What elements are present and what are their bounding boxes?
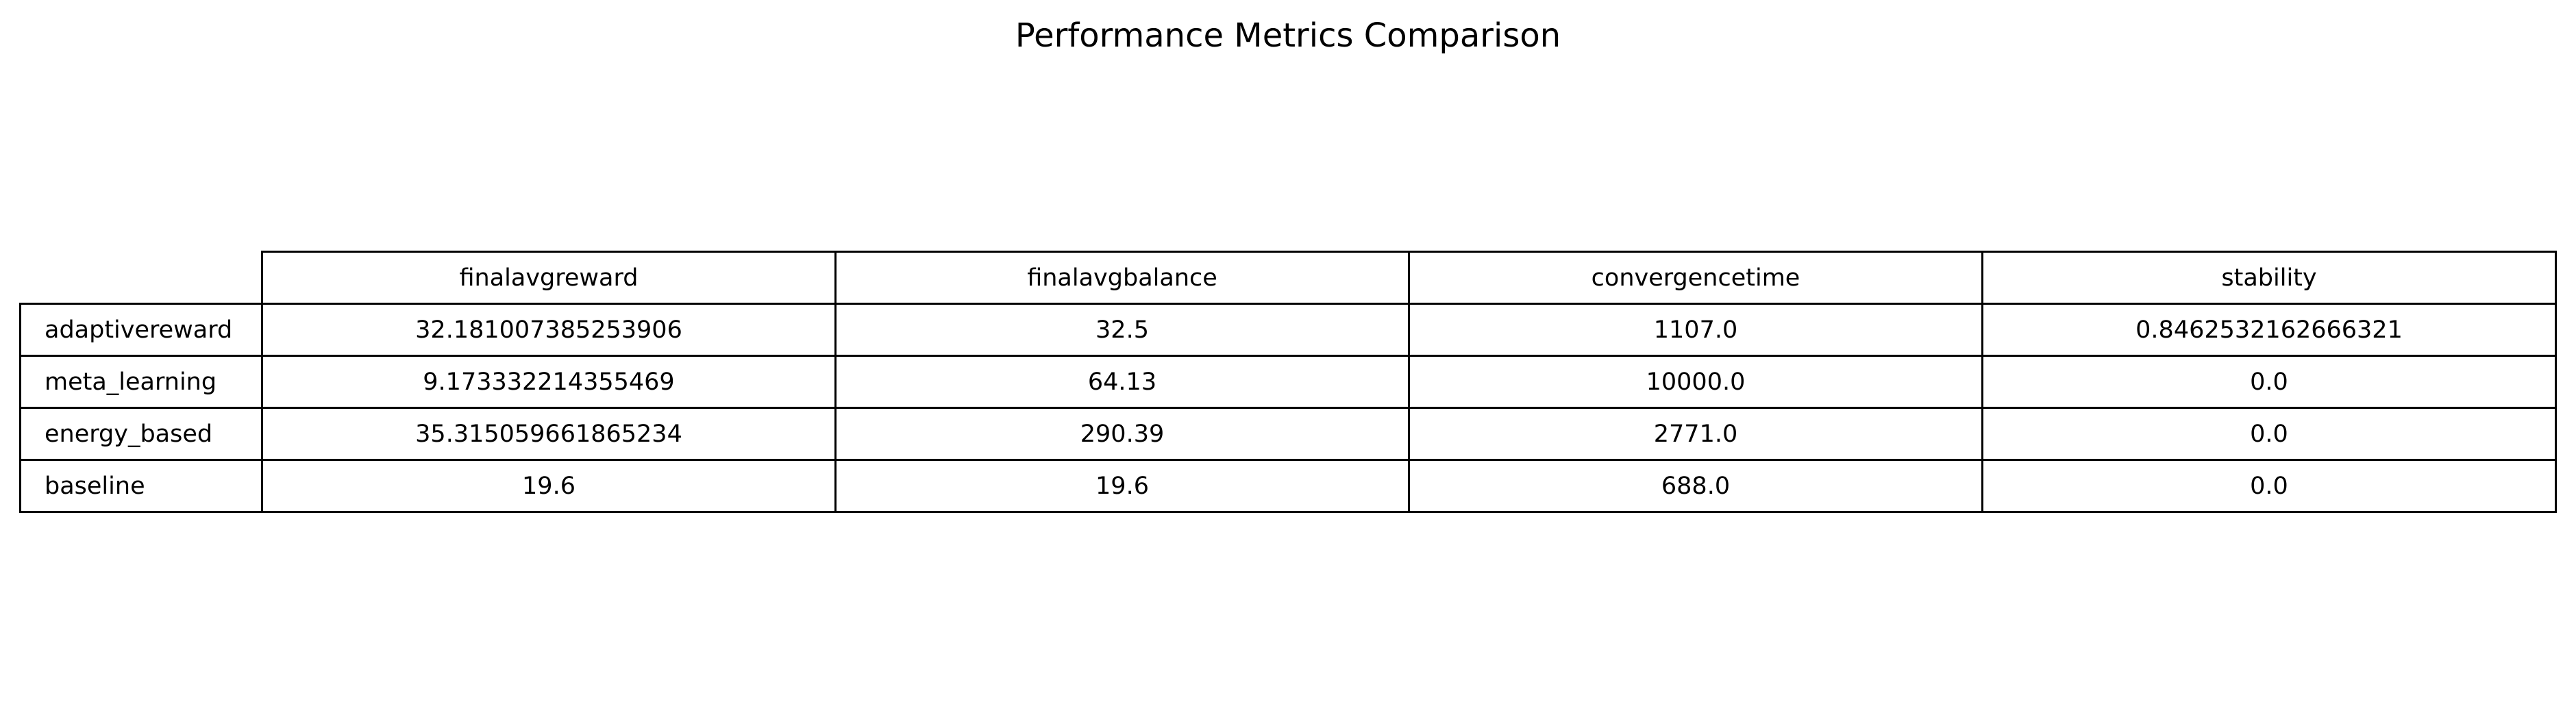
table-cell: 0.8462532162666321 <box>1981 303 2557 357</box>
table-cell: 0.0 <box>1981 355 2557 409</box>
table-cell: 32.181007385253906 <box>261 303 837 357</box>
table-cell: 1107.0 <box>1408 303 1983 357</box>
header-row: finalavgreward finalavgbalance convergen… <box>21 251 2557 305</box>
table-row: energy_based 35.315059661865234 290.39 2… <box>19 407 2557 461</box>
metrics-table: finalavgreward finalavgbalance convergen… <box>19 251 2557 513</box>
table-row: meta_learning 9.173332214355469 64.13 10… <box>19 355 2557 409</box>
column-header: convergencetime <box>1408 251 1983 305</box>
table-cell: 32.5 <box>834 303 1410 357</box>
row-label: energy_based <box>19 407 263 461</box>
table-cell: 688.0 <box>1408 459 1983 513</box>
table-cell: 19.6 <box>261 459 837 513</box>
column-header: finalavgbalance <box>834 251 1410 305</box>
table-cell: 0.0 <box>1981 407 2557 461</box>
table-cell: 9.173332214355469 <box>261 355 837 409</box>
row-label: adaptivereward <box>19 303 263 357</box>
table-cell: 0.0 <box>1981 459 2557 513</box>
table-cell: 64.13 <box>834 355 1410 409</box>
row-label: meta_learning <box>19 355 263 409</box>
column-header: finalavgreward <box>261 251 837 305</box>
corner-cell <box>21 252 262 304</box>
row-label: baseline <box>19 459 263 513</box>
table-row: adaptivereward 32.181007385253906 32.5 1… <box>19 303 2557 357</box>
table-cell: 10000.0 <box>1408 355 1983 409</box>
chart-title: Performance Metrics Comparison <box>1015 16 1561 55</box>
table-cell: 290.39 <box>834 407 1410 461</box>
metrics-table-container: finalavgreward finalavgbalance convergen… <box>19 251 2557 513</box>
table-cell: 35.315059661865234 <box>261 407 837 461</box>
table-row: baseline 19.6 19.6 688.0 0.0 <box>19 459 2557 513</box>
table-cell: 19.6 <box>834 459 1410 513</box>
table-cell: 2771.0 <box>1408 407 1983 461</box>
column-header: stability <box>1981 251 2557 305</box>
